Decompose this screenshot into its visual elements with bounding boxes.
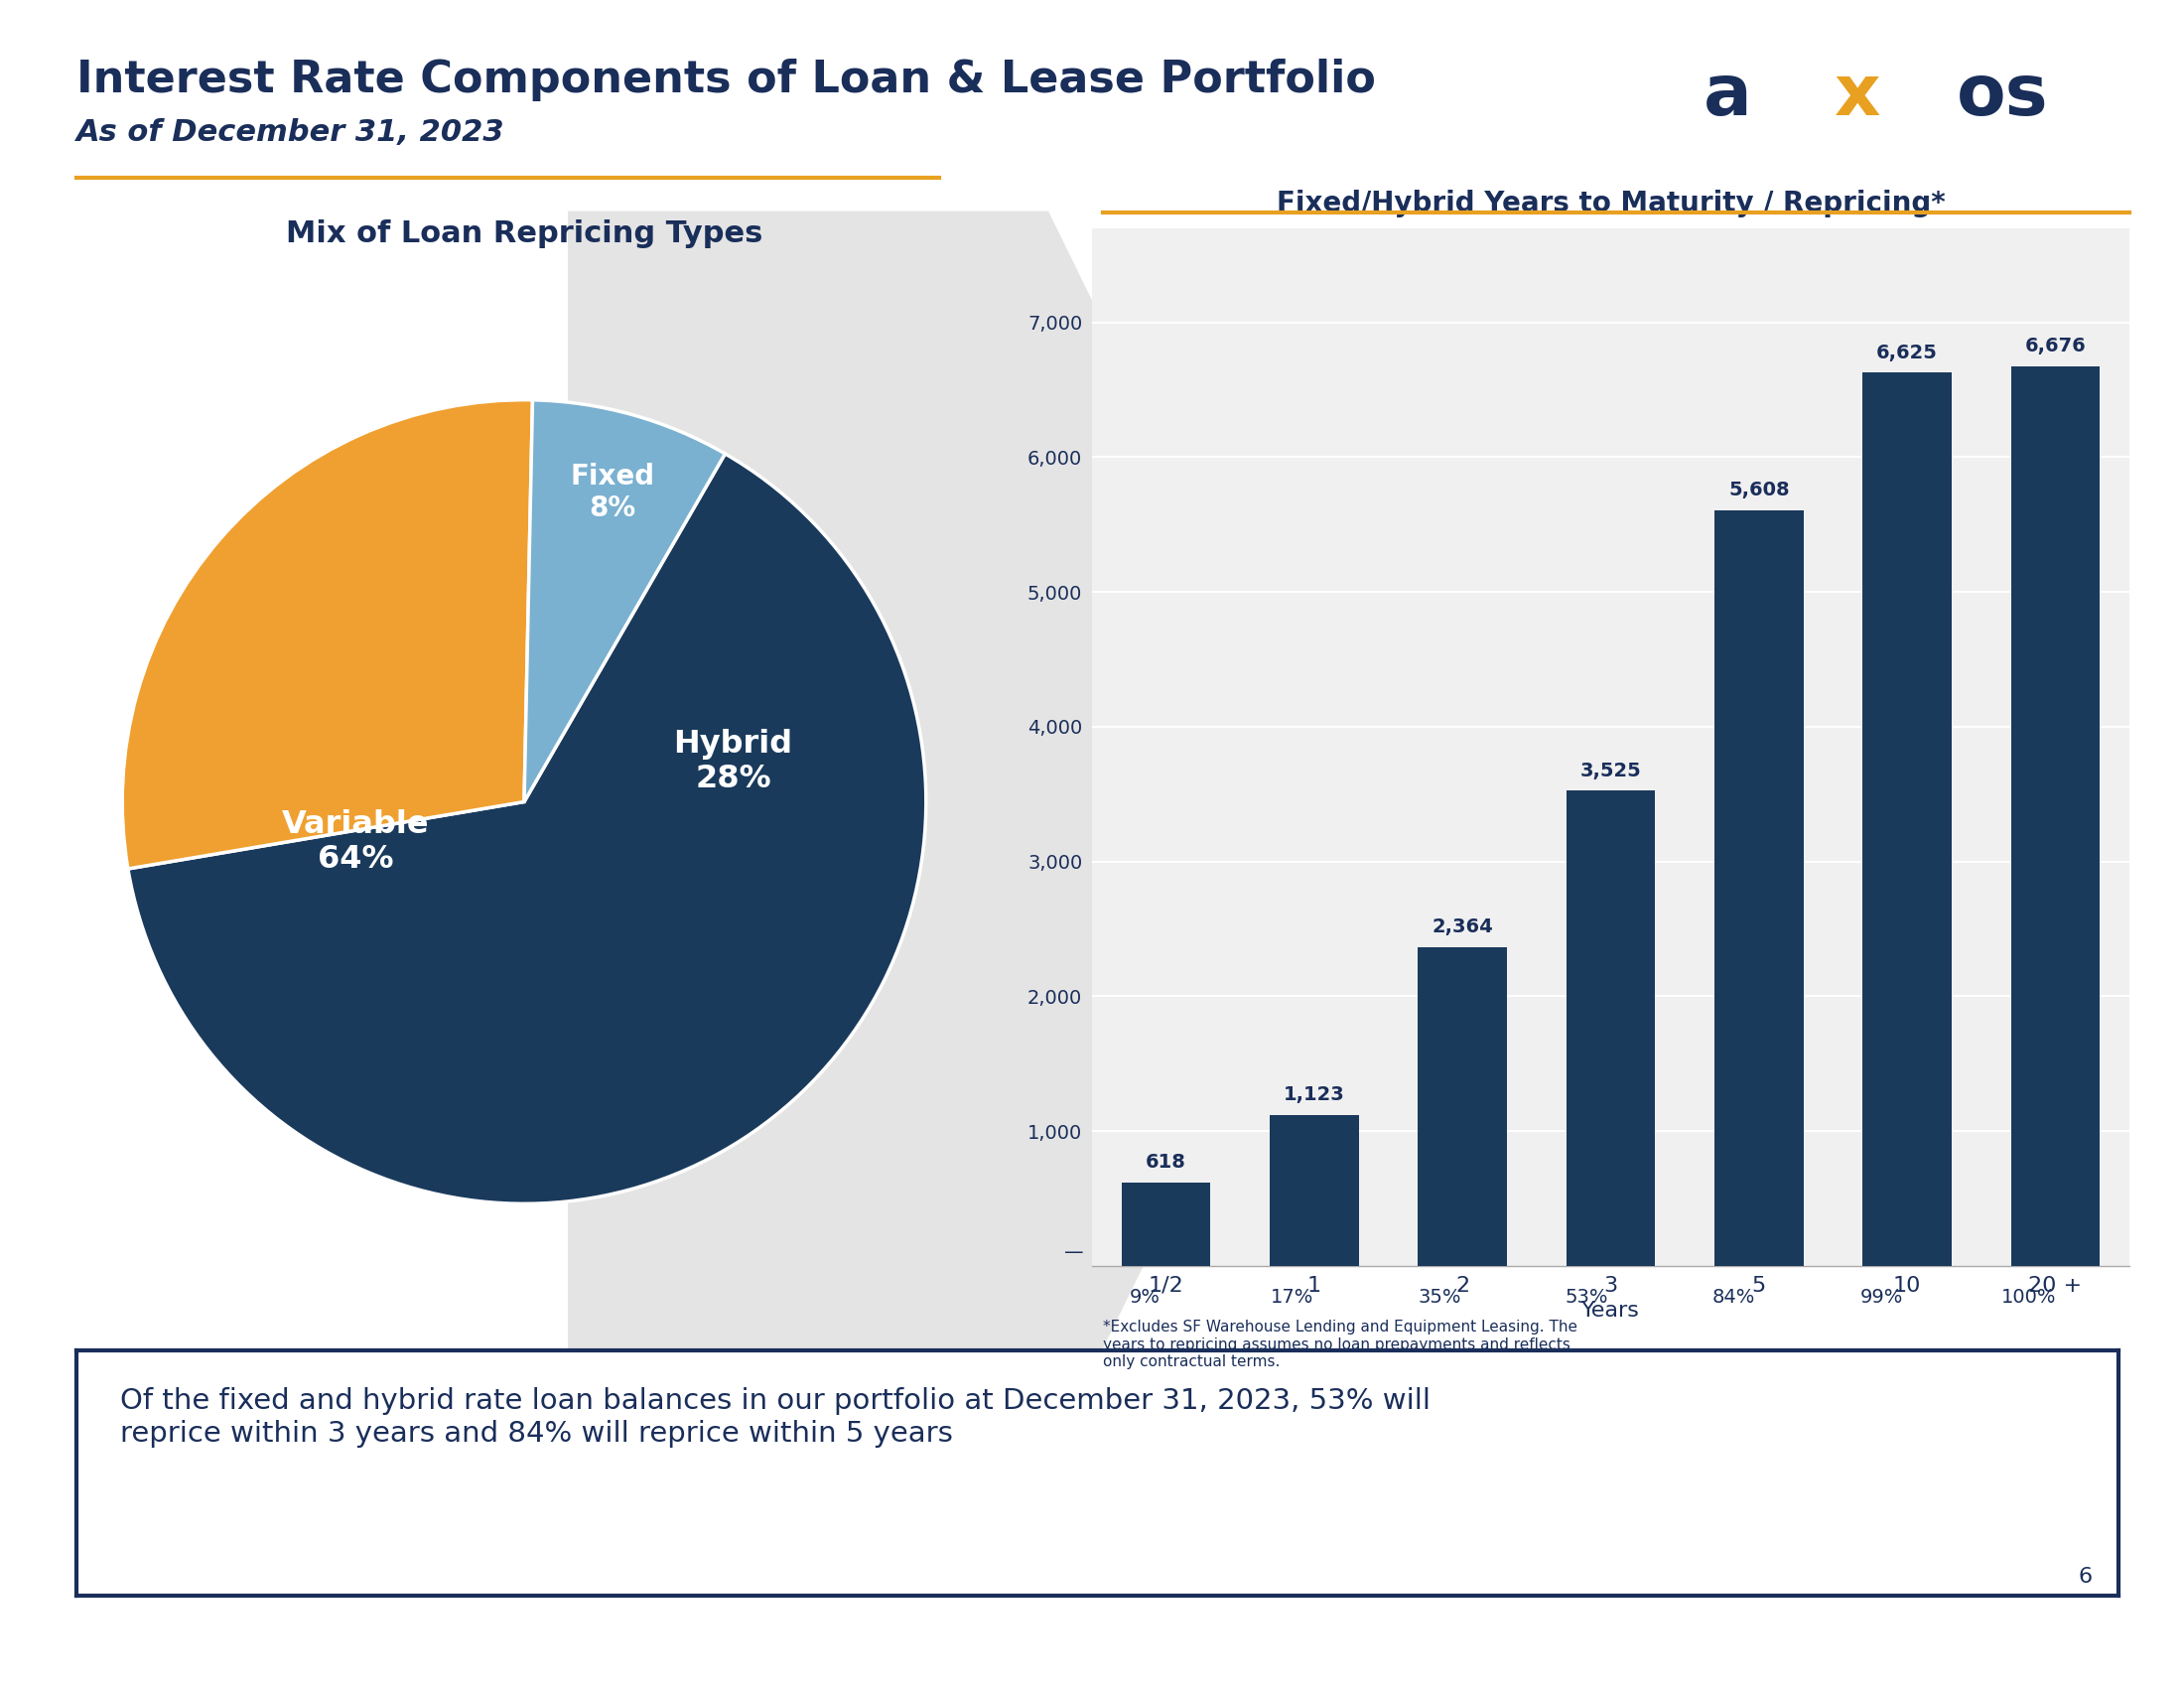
Text: Interest Rate Components of Loan & Lease Portfolio: Interest Rate Components of Loan & Lease… [76,59,1376,101]
Bar [1123,1183,1210,1266]
Text: —: — [1064,1242,1083,1263]
Text: os: os [1957,61,2049,130]
Text: *Excludes SF Warehouse Lending and Equipment Leasing. The
years to repricing ass: *Excludes SF Warehouse Lending and Equip… [1103,1320,1577,1369]
Text: 1,123: 1,123 [1284,1085,1345,1104]
Wedge shape [122,400,533,869]
Text: 84%: 84% [1712,1288,1756,1307]
Polygon shape [568,211,1354,1460]
Text: 99%: 99% [1861,1288,1902,1307]
Text: x: x [1835,61,1880,130]
Bar [1417,947,1507,1266]
Title: Fixed/Hybrid Years to Maturity / Repricing*: Fixed/Hybrid Years to Maturity / Reprici… [1275,189,1946,218]
Text: 3,525: 3,525 [1579,761,1642,780]
Text: 6: 6 [2079,1566,2092,1587]
Text: 6,676: 6,676 [2025,336,2086,354]
Text: 5,608: 5,608 [1728,481,1789,500]
Text: 53%: 53% [1566,1288,1607,1307]
Text: Of the fixed and hybrid rate loan balances in our portfolio at December 31, 2023: Of the fixed and hybrid rate loan balanc… [120,1388,1431,1448]
Text: 17%: 17% [1271,1288,1313,1307]
Text: 6,625: 6,625 [1876,343,1937,361]
Wedge shape [129,454,926,1204]
Bar [1714,510,1804,1266]
Text: 35%: 35% [1417,1288,1461,1307]
X-axis label: Years: Years [1581,1301,1640,1322]
Bar [1566,790,1655,1266]
Bar [1269,1114,1358,1266]
Title: Mix of Loan Repricing Types: Mix of Loan Repricing Types [286,219,762,248]
Text: 9%: 9% [1129,1288,1160,1307]
Bar [1863,373,1952,1266]
Text: a: a [1704,61,1752,130]
Text: 100%: 100% [2001,1288,2057,1307]
Text: Fixed
8%: Fixed 8% [570,463,655,522]
Wedge shape [524,400,725,802]
Text: 2,364: 2,364 [1433,918,1494,937]
Bar [2011,366,2099,1266]
Text: Variable
64%: Variable 64% [282,809,428,874]
Text: 618: 618 [1147,1153,1186,1171]
Text: As of December 31, 2023: As of December 31, 2023 [76,118,505,147]
Text: Hybrid
28%: Hybrid 28% [673,729,793,795]
